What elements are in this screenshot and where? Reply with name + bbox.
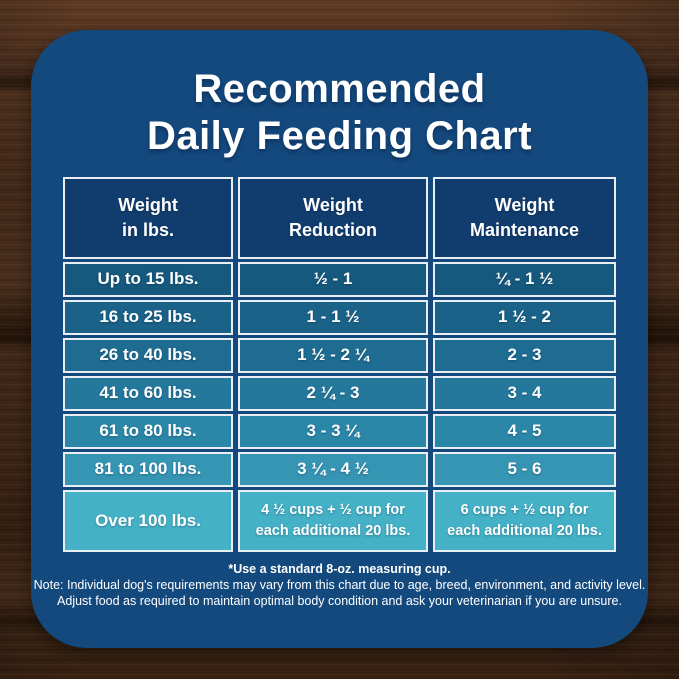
- table-row-weight-cell: 61 to 80 lbs.: [63, 413, 233, 449]
- table-row-weight-cell: Over 100 lbs.: [63, 489, 233, 552]
- feeding-table: Weight in lbs. Weight Reduction Weight M…: [63, 176, 616, 552]
- table-row-maintenance-cell: 1 ½ - 2: [433, 299, 616, 335]
- column-header-maintenance: Weight Maintenance: [433, 176, 616, 259]
- table-row-maintenance-cell: 4 - 5: [433, 413, 616, 449]
- table-row-reduction-cell: 3 ¼ - 4 ½: [238, 451, 428, 487]
- table-row-reduction-cell: 2 ¼ - 3: [238, 375, 428, 411]
- table-row-weight-cell: Up to 15 lbs.: [63, 261, 233, 297]
- table-row-maintenance-cell: 6 cups + ½ cup for each additional 20 lb…: [433, 489, 616, 552]
- table-row-reduction-cell: 1 - 1 ½: [238, 299, 428, 335]
- table-row-weight-cell: 81 to 100 lbs.: [63, 451, 233, 487]
- table-row-reduction-cell: ½ - 1: [238, 261, 428, 297]
- table-row-weight-cell: 41 to 60 lbs.: [63, 375, 233, 411]
- page-title: Recommended Daily Feeding Chart: [31, 66, 648, 160]
- table-row-reduction-cell: 1 ½ - 2 ¼: [238, 337, 428, 373]
- feeding-chart-panel: Recommended Daily Feeding Chart Weight i…: [31, 30, 648, 648]
- table-row-reduction-cell: 4 ½ cups + ½ cup for each additional 20 …: [238, 489, 428, 552]
- footnotes: *Use a standard 8-oz. measuring cup. Not…: [31, 561, 648, 609]
- disclaimer-line2: Adjust food as required to maintain opti…: [57, 593, 622, 608]
- column-header-weight: Weight in lbs.: [63, 176, 233, 259]
- disclaimer-line1: Note: Individual dog's requirements may …: [33, 577, 646, 592]
- measuring-cup-note: *Use a standard 8-oz. measuring cup.: [228, 561, 451, 576]
- page-title-line1: Recommended: [193, 67, 486, 111]
- table-row-maintenance-cell: 2 - 3: [433, 337, 616, 373]
- page-title-line2: Daily Feeding Chart: [146, 113, 533, 158]
- table-row-weight-cell: 26 to 40 lbs.: [63, 337, 233, 373]
- table-row-weight-cell: 16 to 25 lbs.: [63, 299, 233, 335]
- table-row-maintenance-cell: 3 - 4: [433, 375, 616, 411]
- table-row-maintenance-cell: 5 - 6: [433, 451, 616, 487]
- table-row-reduction-cell: 3 - 3 ¼: [238, 413, 428, 449]
- table-row-maintenance-cell: ¼ - 1 ½: [433, 261, 616, 297]
- column-header-reduction: Weight Reduction: [238, 176, 428, 259]
